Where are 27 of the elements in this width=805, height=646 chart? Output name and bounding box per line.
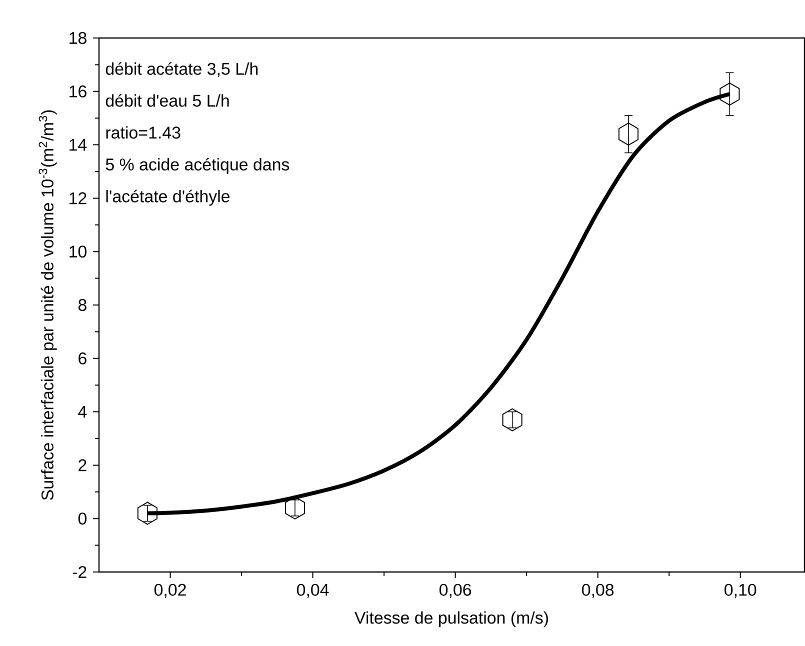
x-axis-title: Vitesse de pulsation (m/s) [354, 611, 548, 628]
y-tick-label: 18 [70, 32, 86, 44]
y-tick-label: 10 [70, 246, 86, 258]
annotation: débit acétate 3,5 L/h [106, 62, 258, 77]
y-tick-label: 2 [78, 459, 86, 472]
y-tick-label: 14 [70, 138, 87, 151]
x-tick-label: 0,04 [296, 584, 329, 598]
point [720, 82, 740, 106]
x-tick-label: 0,02 [154, 584, 186, 598]
point [502, 408, 522, 432]
y-tick-label: 4 [78, 406, 87, 418]
point [618, 122, 639, 146]
annotation: 5 % acide acétique dans [106, 158, 290, 174]
y-tick-label: -2 [72, 566, 86, 578]
y-tick-label: 0 [78, 512, 87, 525]
y-tick-label: 16 [70, 85, 86, 98]
point [137, 502, 158, 525]
x-tick-label: 0,06 [439, 584, 472, 598]
annotation: l'acétate d'éthyle [106, 190, 230, 206]
x-tick-label: 0,08 [582, 584, 614, 598]
annotation: débit d'eau 5 L/h [106, 94, 229, 107]
y-tick-label: 12 [70, 192, 86, 204]
annotation: ratio=1.43 [106, 126, 180, 139]
y-axis-title: Surface interfaciale par unité de volume 10$^{-3}$(m$^{2}$/m$^{3}$) [38, 110, 57, 500]
x-tick-label: 0,10 [724, 584, 756, 598]
y-tick-label: 6 [78, 352, 86, 364]
y-tick-label: 8 [78, 299, 86, 311]
